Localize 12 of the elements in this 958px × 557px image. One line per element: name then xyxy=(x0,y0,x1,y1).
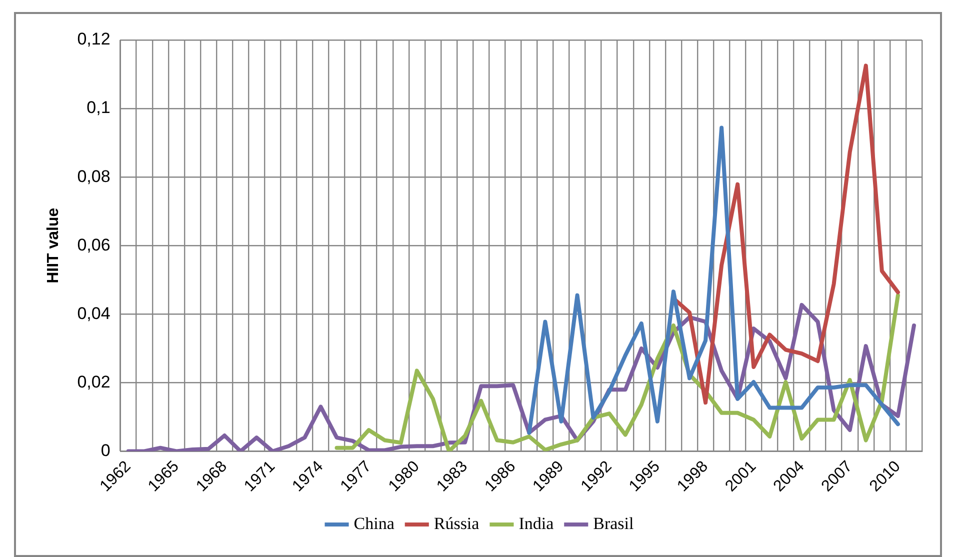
y-tick-label: 0,04 xyxy=(77,304,110,323)
y-tick-label: 0,12 xyxy=(77,30,110,49)
y-axis-title: HIIT value xyxy=(45,208,62,284)
y-tick-label: 0,06 xyxy=(77,235,110,254)
legend-label: Rússia xyxy=(434,514,480,533)
y-tick-label: 0,1 xyxy=(86,98,110,118)
legend-label: India xyxy=(518,514,554,533)
legend-label: Brasil xyxy=(593,514,634,533)
y-tick-label: 0 xyxy=(100,440,110,460)
legend-label: China xyxy=(354,514,395,533)
y-tick-label: 0,08 xyxy=(77,166,110,186)
y-tick-label: 0,02 xyxy=(77,372,110,392)
